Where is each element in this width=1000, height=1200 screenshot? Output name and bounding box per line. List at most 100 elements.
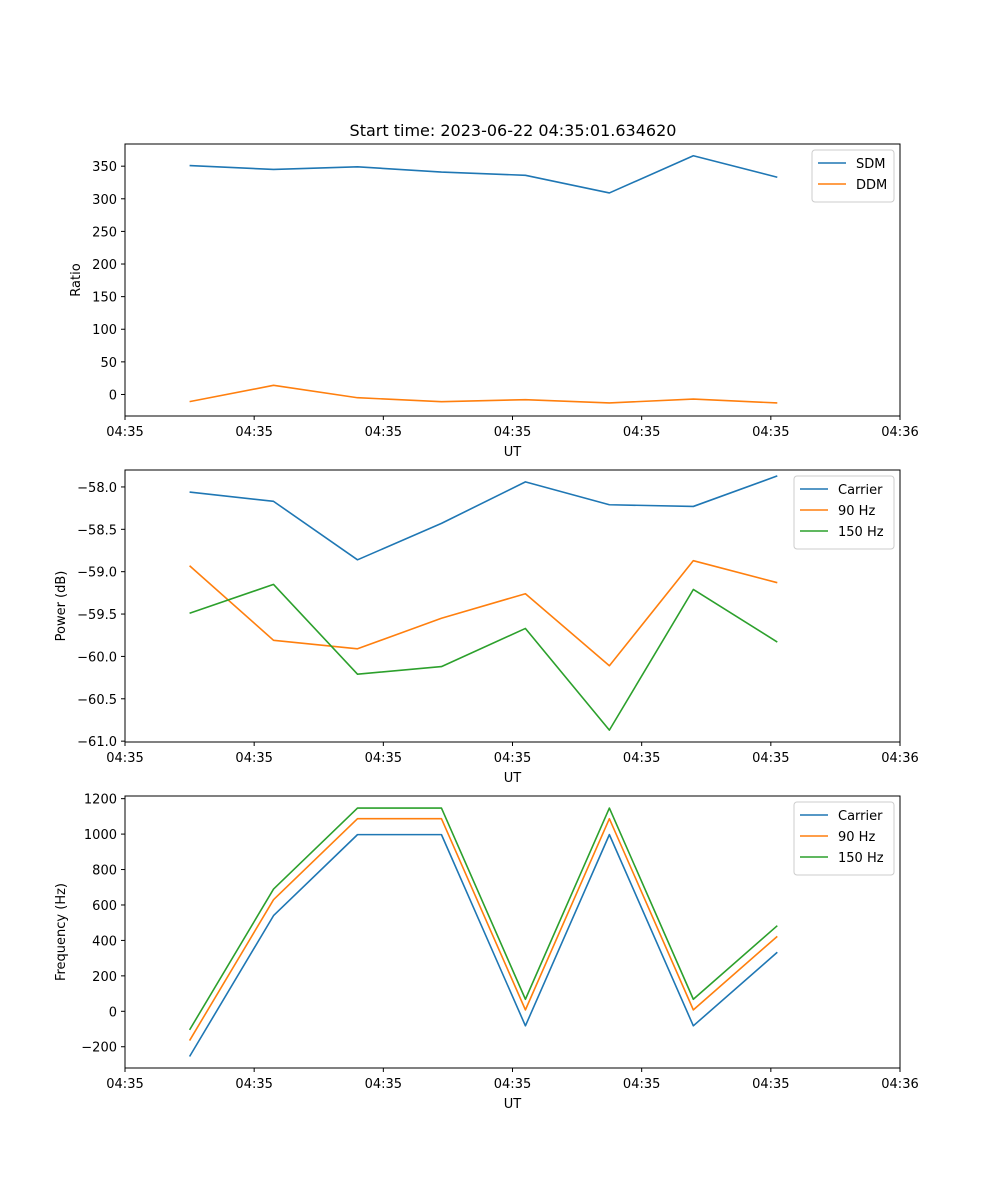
data-point (272, 384, 275, 387)
data-point (188, 400, 191, 403)
data-point (356, 833, 359, 836)
y-tick-label: −59.0 (77, 566, 117, 581)
plot-frame (124, 143, 901, 417)
data-point (356, 673, 359, 676)
x-tick-label: 04:35 (623, 425, 660, 440)
data-point (692, 398, 695, 401)
data-point (524, 1024, 527, 1027)
x-axis-label: UT (504, 771, 522, 786)
data-point (608, 664, 611, 667)
x-tick-label: 04:35 (365, 425, 402, 440)
series-line-150-hz (188, 807, 778, 1031)
data-point (272, 500, 275, 503)
data-point (692, 1008, 695, 1011)
data-point (608, 817, 611, 820)
data-point (356, 396, 359, 399)
data-point (356, 647, 359, 650)
data-point (356, 817, 359, 820)
x-tick-label: 04:35 (365, 751, 402, 766)
legend-label: 150 Hz (838, 851, 884, 866)
y-tick-label: 100 (92, 323, 117, 338)
data-point (776, 924, 779, 927)
x-tick-label: 04:35 (235, 1077, 272, 1092)
data-point (440, 665, 443, 668)
legend-label: 150 Hz (838, 525, 884, 540)
x-tick-label: 04:35 (494, 751, 531, 766)
legend-label: Carrier (838, 809, 883, 824)
data-point (776, 581, 779, 584)
panel-3: 04:35 04:35 04:35 04:35 04:35 04:35 04:36 −200 0… (54, 793, 919, 1112)
data-point (776, 176, 779, 179)
data-point (188, 491, 191, 494)
y-axis-label: Ratio (69, 263, 84, 296)
x-axis-label: UT (504, 1097, 522, 1112)
data-point (440, 171, 443, 174)
data-point (272, 888, 275, 891)
legend-label: SDM (856, 157, 885, 172)
x-tick-label: 04:36 (881, 751, 918, 766)
y-tick-label: −58.0 (77, 481, 117, 496)
y-tick-label: 200 (92, 970, 117, 985)
y-tick-label: −59.5 (77, 608, 117, 623)
y-tick-label: −60.5 (77, 693, 117, 708)
series-line-carrier (188, 833, 778, 1057)
data-point (524, 174, 527, 177)
legend: Carrier 90 Hz 150 Hz (793, 801, 895, 876)
data-point (356, 558, 359, 561)
x-tick-label: 04:35 (106, 1077, 143, 1092)
data-point (272, 914, 275, 917)
data-point (272, 583, 275, 586)
plot-frame (124, 469, 901, 743)
plot-frame (124, 795, 901, 1069)
data-point (272, 639, 275, 642)
y-tick-label: 0 (109, 1005, 117, 1020)
data-point (608, 833, 611, 836)
x-tick-label: 04:35 (106, 425, 143, 440)
y-tick-label: 200 (92, 258, 117, 273)
legend-label: DDM (856, 178, 887, 193)
x-tick-label: 04:35 (623, 1077, 660, 1092)
legend: SDM DDM (811, 149, 895, 203)
x-tick-label: 04:35 (623, 751, 660, 766)
series-line-90-hz (189, 559, 778, 667)
y-tick-label: 300 (92, 193, 117, 208)
y-axis-label: Power (dB) (54, 571, 69, 642)
x-tick-label: 04:35 (235, 751, 272, 766)
x-tick-label: 04:35 (494, 1077, 531, 1092)
data-point (272, 898, 275, 901)
data-point (440, 807, 443, 810)
y-tick-label: 350 (92, 160, 117, 175)
data-point (524, 627, 527, 630)
y-tick-label: 250 (92, 225, 117, 240)
data-point (272, 168, 275, 171)
data-point (188, 1055, 191, 1058)
data-point (692, 998, 695, 1001)
data-point (776, 951, 779, 954)
series-line-ddm (189, 384, 778, 404)
x-tick-label: 04:36 (881, 1077, 918, 1092)
y-tick-label: 150 (92, 291, 117, 306)
data-point (440, 817, 443, 820)
x-tick-label: 04:35 (106, 751, 143, 766)
data-point (692, 559, 695, 562)
x-tick-label: 04:35 (752, 1077, 789, 1092)
y-tick-label: −60.0 (77, 650, 117, 665)
y-tick-label: 400 (92, 934, 117, 949)
y-tick-label: 800 (92, 864, 117, 879)
data-point (440, 617, 443, 620)
y-tick-label: 50 (100, 356, 117, 371)
x-axis-label: UT (504, 445, 522, 460)
y-tick-label: −61.0 (77, 735, 117, 750)
y-tick-label: 600 (92, 899, 117, 914)
data-point (776, 641, 779, 644)
panel-1: 04:35 04:35 04:35 04:35 04:35 04:35 04:36 0 50 10… (69, 143, 919, 460)
y-tick-label: 0 (109, 388, 117, 403)
data-point (692, 505, 695, 508)
data-point (608, 807, 611, 810)
legend-label: 90 Hz (838, 504, 875, 519)
panel-2: 04:35 04:35 04:35 04:35 04:35 04:35 04:36 −58.0… (54, 469, 919, 786)
data-point (524, 480, 527, 483)
x-tick-label: 04:35 (365, 1077, 402, 1092)
data-point (692, 1024, 695, 1027)
data-point (692, 154, 695, 157)
